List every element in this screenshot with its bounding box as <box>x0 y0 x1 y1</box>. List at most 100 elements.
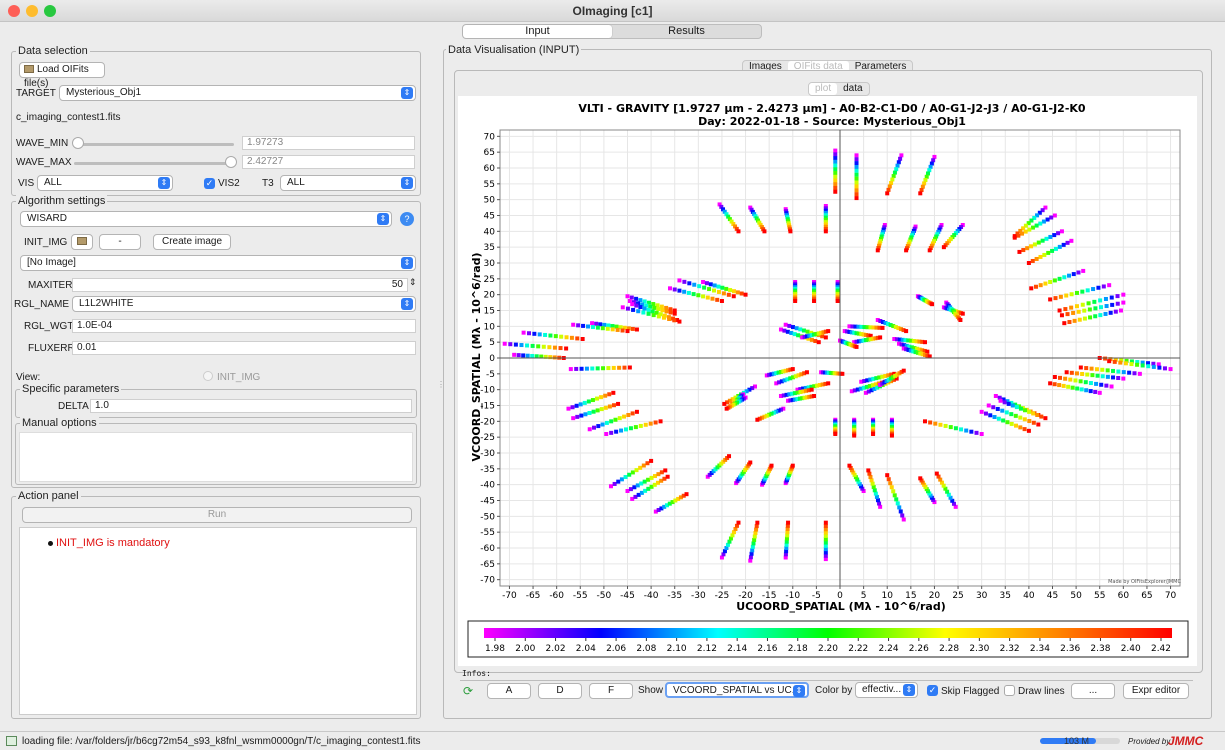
uv-point <box>842 329 847 334</box>
uv-point <box>649 475 654 480</box>
create-image-button[interactable]: Create image <box>153 234 231 250</box>
maxiter-field[interactable]: 50 <box>72 278 408 292</box>
uv-point <box>1151 361 1156 366</box>
view-radio[interactable] <box>203 371 213 381</box>
uv-point <box>747 387 752 392</box>
uv-point <box>854 180 859 185</box>
more-button[interactable]: ... <box>1071 683 1115 699</box>
tab-data[interactable]: data <box>843 83 863 94</box>
uv-point <box>877 243 882 248</box>
show-select[interactable]: VCOORD_SPATIAL vs UC... ⇕ <box>665 682 809 698</box>
uv-point <box>948 495 953 500</box>
color-by-select[interactable]: effectiv... ⇕ <box>855 682 918 698</box>
tab-parameters[interactable]: Parameters <box>854 61 907 72</box>
uv-point <box>1058 294 1063 299</box>
uv-track <box>620 305 682 324</box>
stepper-icon[interactable]: ⇕ <box>409 277 417 287</box>
y-axis-label: VCOORD_SPATIAL (Mλ - 10^6/rad) <box>470 252 483 461</box>
expr-editor-button[interactable]: Expr editor <box>1123 683 1189 699</box>
minimize-window-icon[interactable] <box>26 5 38 17</box>
wave-max-slider-handle[interactable] <box>225 156 237 168</box>
zoom-window-icon[interactable] <box>44 5 56 17</box>
algorithm-select[interactable]: WISARD ⇕ <box>20 211 392 227</box>
fluxerr-field[interactable]: 0.01 <box>72 341 416 355</box>
vis-select[interactable]: ALL ⇕ <box>37 175 173 191</box>
tab-plot[interactable]: plot <box>809 83 838 95</box>
uv-point <box>721 552 726 557</box>
uv-point <box>898 509 903 514</box>
uv-point <box>646 300 651 305</box>
close-window-icon[interactable] <box>8 5 20 17</box>
uv-point <box>1031 420 1036 425</box>
target-select[interactable]: Mysterious_Obj1 ⇕ <box>59 85 416 101</box>
uv-point <box>632 485 637 490</box>
init-img-clear-button[interactable]: - <box>99 234 141 250</box>
wave-min-field[interactable]: 1.97273 <box>242 136 415 150</box>
uv-point <box>1071 310 1076 315</box>
uv-point <box>638 465 643 470</box>
a-button[interactable]: A <box>487 683 531 699</box>
uv-point <box>912 226 917 231</box>
chevron-updown-icon: ⇕ <box>401 87 413 99</box>
uv-point <box>748 460 753 465</box>
rgl-wgt-field[interactable]: 1.0E-04 <box>72 319 416 333</box>
uv-point <box>948 425 953 430</box>
colorbar-tick-label: 2.00 <box>515 644 535 654</box>
rgl-name-select[interactable]: L1L2WHITE ⇕ <box>72 296 416 312</box>
uv-point <box>835 299 840 303</box>
run-button[interactable]: Run <box>22 507 412 523</box>
uv-point <box>622 365 627 370</box>
uv-point <box>525 343 530 348</box>
t3-select[interactable]: ALL ⇕ <box>280 175 416 191</box>
uv-point <box>913 350 918 355</box>
vis2-checkbox[interactable]: ✓ <box>204 178 215 189</box>
init-image-select[interactable]: [No Image] ⇕ <box>20 255 416 271</box>
uv-point <box>861 338 866 343</box>
wave-max-field[interactable]: 2.42727 <box>242 155 415 169</box>
uv-point <box>1063 307 1068 312</box>
uv-point <box>1085 372 1090 377</box>
delta-field[interactable]: 1.0 <box>90 399 412 413</box>
init-img-folder-button[interactable] <box>71 234 93 250</box>
tab-images[interactable]: Images <box>749 61 782 72</box>
uv-point <box>854 331 859 336</box>
split-divider-handle[interactable]: ⋮ <box>437 380 445 389</box>
uv-point <box>656 508 661 512</box>
f-button[interactable]: F <box>589 683 633 699</box>
help-icon[interactable]: ? <box>400 212 414 226</box>
uv-point <box>861 385 866 390</box>
uv-point <box>1010 403 1015 408</box>
uv-point <box>889 433 894 438</box>
uv-point <box>787 227 792 232</box>
uv-point <box>974 430 979 435</box>
uv-point <box>833 152 838 157</box>
uv-point <box>1088 381 1093 386</box>
tab-input[interactable]: Input <box>463 25 612 38</box>
draw-lines-checkbox[interactable] <box>1004 685 1015 696</box>
uv-point <box>788 398 793 403</box>
colorbar-tick-label: 2.26 <box>909 644 929 654</box>
wave-min-slider[interactable] <box>74 143 234 146</box>
refresh-icon[interactable]: ⟳ <box>463 684 474 698</box>
skip-flagged-checkbox[interactable]: ✓ <box>927 685 938 696</box>
wave-min-slider-handle[interactable] <box>72 137 84 149</box>
uv-point <box>599 407 604 412</box>
uv-point <box>924 174 929 179</box>
manual-options-textarea[interactable] <box>19 432 413 482</box>
uv-point <box>676 496 681 501</box>
uv-point <box>785 215 790 220</box>
uv-point <box>856 331 861 336</box>
uv-point <box>927 248 932 253</box>
uv-point <box>1098 313 1103 318</box>
uv-point <box>1012 235 1017 240</box>
colorbar-tick-label: 2.02 <box>546 644 566 654</box>
load-oifits-button[interactable]: Load OIFits file(s) <box>19 62 105 89</box>
tab-results[interactable]: Results <box>668 25 705 37</box>
uv-point <box>784 213 789 218</box>
uv-point <box>611 365 616 370</box>
uv-point <box>1023 408 1028 413</box>
wave-max-slider[interactable] <box>74 162 234 165</box>
uv-point <box>804 395 809 400</box>
d-button[interactable]: D <box>538 683 582 699</box>
uv-point <box>1016 233 1021 238</box>
